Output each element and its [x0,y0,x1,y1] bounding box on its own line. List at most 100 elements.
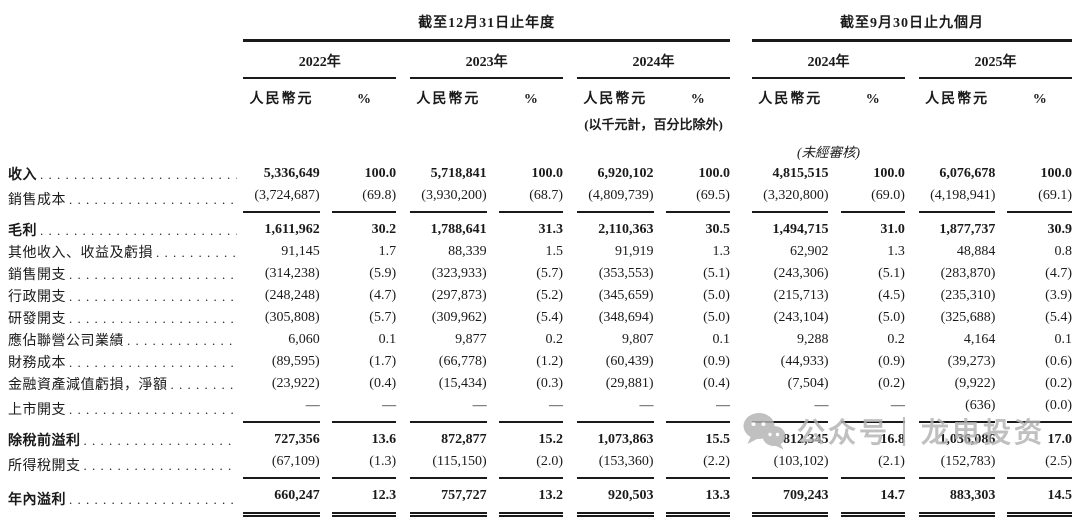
pct-cell: (2.0) [498,451,564,479]
table-row: 銷售成本 (3,724,687) (69.8) (3,930,200) (68.7)… [8,185,1072,213]
value-cell: (9,922) [954,376,996,391]
value-cell: (66,778) [438,354,487,369]
pct-cell: — [498,395,564,423]
row-label-cell: 行政開支 [8,285,243,307]
spacer [563,373,577,395]
pct-cell: (1.2) [536,354,564,369]
table-row: 除稅前溢利 727,356 13.6 872,877 15.2 1,073,863 1… [8,422,1072,451]
spacer [563,241,577,263]
spacer [487,351,499,373]
value-cell: — [577,395,654,423]
pct-cell: (0.9) [703,354,730,369]
year-2023: 2023年 [410,40,564,79]
value-cell: 812,345 [782,432,829,447]
dot-leader [66,402,237,418]
spacer [654,307,666,329]
spacer [487,307,499,329]
value-cell: (353,553) [598,266,654,281]
pct-cell: 100.0 [1040,166,1073,181]
spacer [487,185,499,212]
spacer [654,329,666,351]
pct-cell: (2.5) [1007,451,1072,479]
value-cell: (283,870) [940,266,996,281]
pct-cell: (0.4) [703,376,730,391]
spacer [563,395,577,422]
spacer [730,212,752,241]
table-row: 行政開支 (248,248) (4.7) (297,873) (5.2) (345,… [8,285,1072,307]
pct-cell: (0.4) [369,376,397,391]
dot-leader [66,311,237,327]
value-cell: (636) [918,395,996,423]
value-cell: 1,877,737 [939,222,996,237]
spacer [654,422,666,451]
spacer [487,329,499,351]
row-label: 研發開支 [8,312,66,327]
value-cell: (345,659) [598,288,654,303]
value-cell: (15,434) [438,376,487,391]
spacer [654,263,666,285]
dot-leader [153,245,237,261]
pct-cell: 30.5 [705,222,730,237]
row-label-cell: 收入 [8,163,243,185]
value-cell: (243,306) [773,266,829,281]
spacer [8,4,243,41]
value-cell: (60,439) [605,354,654,369]
row-label: 銷售開支 [8,268,66,283]
row-label-cell: 銷售成本 [8,185,243,212]
value-cell: 883,303 [918,478,996,517]
spacer [396,78,410,110]
spacer [730,451,752,478]
spacer [320,285,332,307]
spacer [905,263,919,285]
value-cell: 727,356 [274,432,320,447]
spacer [396,241,410,263]
pct-cell: 15.5 [705,432,730,447]
unaudited-note: (未經審核) [796,145,860,160]
spacer [563,451,577,478]
pct-cell: 30.9 [1047,222,1073,237]
row-label-cell: 上市開支 [8,395,243,422]
pct-cell: (0.3) [536,376,564,391]
value-cell: (115,150) [410,451,487,479]
dot-leader [66,355,237,371]
spacer [995,451,1007,478]
row-label: 除稅前溢利 [8,433,81,449]
value-cell: 4,164 [963,332,996,347]
value-cell: (235,310) [940,288,996,303]
pct-cell: (1.7) [369,354,397,369]
spacer [563,212,577,241]
value-cell: (3,724,687) [243,185,320,213]
spacer [487,285,499,307]
spacer [396,163,410,185]
row-label: 其他收入、收益及虧損 [8,246,153,261]
value-cell: 48,884 [956,244,996,259]
spacer [905,163,919,185]
pct-cell: (69.0) [840,185,905,213]
pct-cell: (0.2) [878,376,905,391]
period-annual-header: 截至12月31日止年度 [243,4,730,42]
spacer [654,185,666,212]
row-label-cell: 所得稅開支 [8,451,243,478]
spacer [396,263,410,285]
pct-cell: 31.0 [880,222,905,237]
spacer [320,351,332,373]
spacer [995,163,1007,185]
pct-cell: 1.5 [545,244,564,259]
table-row: 上市開支 — — — — — — — — (636) (0.0) [8,395,1072,423]
pct-cell: 0.1 [378,332,397,347]
spacer [654,285,666,307]
currency-label: 人民幣元 [249,92,314,107]
spacer [396,285,410,307]
dot-leader [168,377,238,393]
spacer [730,41,752,79]
dot-leader [81,433,238,449]
pct-cell: (5.0) [878,310,905,325]
row-label-cell: 毛利 [8,212,243,241]
spacer [995,241,1007,263]
pct-cell: (5.9) [369,266,397,281]
spacer [995,373,1007,395]
pct-cell: (0.6) [1045,354,1072,369]
row-label: 銷售成本 [8,192,66,208]
percent-label: % [865,92,880,107]
pct-cell: (3.9) [1045,288,1072,303]
